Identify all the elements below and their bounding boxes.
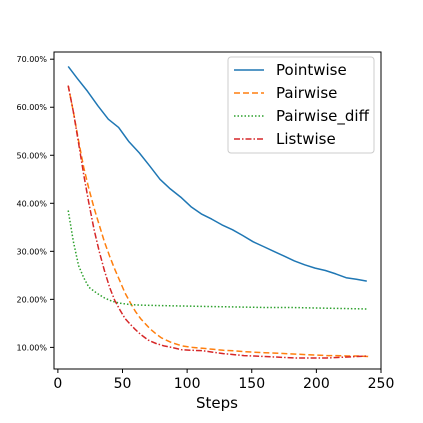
y-tick-label: 10.00%	[16, 343, 47, 352]
series-line-pairwise	[67, 85, 369, 358]
x-tick-label: 100	[174, 376, 201, 392]
x-tick-label: 200	[303, 376, 330, 392]
series-line-pairwise-diff	[67, 210, 369, 310]
y-tick-label: 30.00%	[16, 247, 47, 256]
y-tick-label: 20.00%	[16, 295, 47, 304]
y-tick-label: 50.00%	[16, 151, 47, 160]
y-axis: 10.00% 20.00% 30.00% 40.00% 50.00% 60.00% 70.0…	[16, 55, 54, 352]
x-tick-label: 250	[368, 376, 395, 392]
y-tick-label: 70.00%	[16, 55, 47, 64]
plot-frame	[53, 51, 382, 370]
x-tick-label: 150	[238, 376, 265, 392]
x-axis-label: Steps	[196, 394, 238, 412]
y-tick-label: 40.00%	[16, 199, 47, 208]
legend-label: Pointwise	[276, 61, 347, 79]
legend-label: Pairwise	[276, 84, 337, 102]
legend-box	[227, 56, 375, 154]
x-tick-label: 0	[53, 376, 62, 392]
legend-label: Pairwise_diff	[276, 107, 370, 126]
x-tick-label: 50	[114, 376, 132, 392]
series-line-pointwise	[67, 65, 367, 282]
series-layer	[67, 65, 369, 359]
legend: Pointwise Pairwise Pairwise_diff Listwise	[227, 56, 375, 154]
y-tick-label: 60.00%	[16, 103, 47, 112]
legend-label: Listwise	[276, 130, 336, 148]
x-axis: 0 50 100 150 200 250	[53, 369, 394, 392]
series-line-listwise	[67, 85, 369, 359]
